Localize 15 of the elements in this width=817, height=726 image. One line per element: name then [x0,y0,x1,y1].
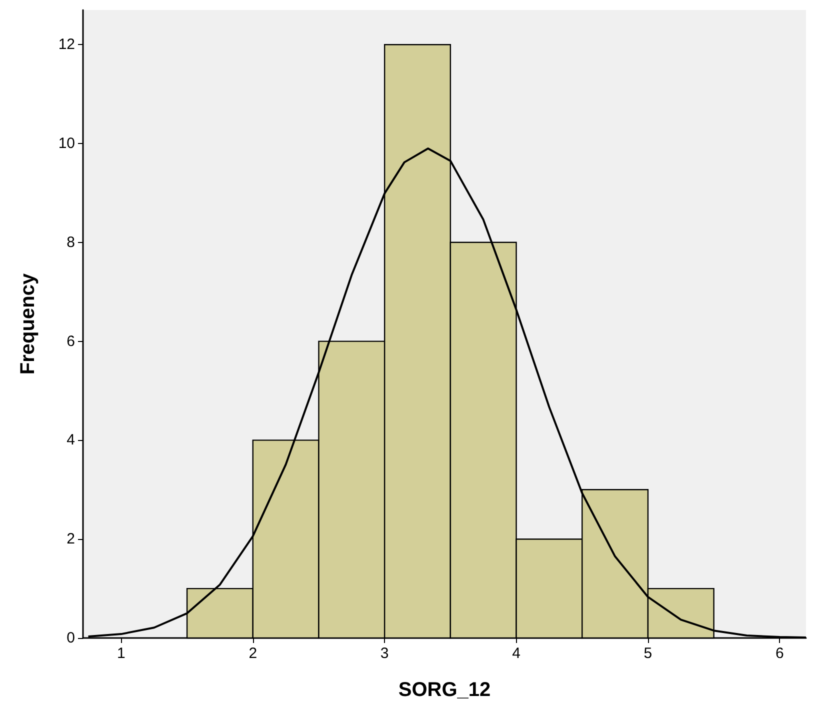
y-tick-label: 2 [66,530,75,548]
x-tick-label: 4 [512,645,520,662]
y-tick-label: 0 [66,630,75,646]
y-tick-label: 8 [66,234,75,251]
x-tick-label: 2 [248,645,258,662]
y-tick-label: 10 [58,135,75,152]
x-tick-label: 3 [380,645,389,662]
y-axis-title: Frequency [17,272,39,375]
y-tick-label: 12 [58,36,75,54]
x-tick-label: 6 [775,645,784,662]
y-tick-label: 6 [66,332,75,350]
x-axis-title: SORG_12 [398,679,491,701]
x-tick-label: 5 [644,645,652,662]
x-tick-label: 1 [117,645,126,662]
y-tick-label: 4 [66,432,75,449]
